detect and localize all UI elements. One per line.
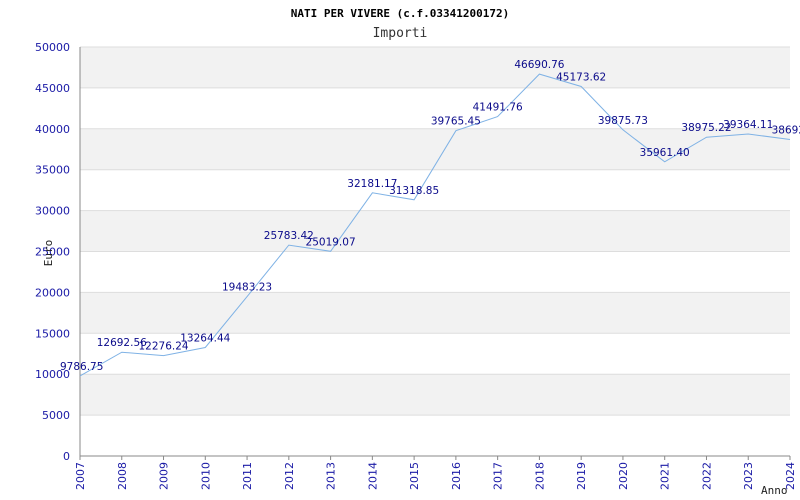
x-tick-label: 2016 <box>450 462 463 490</box>
y-tick-label: 45000 <box>35 82 70 95</box>
y-tick-labels: 0 5000 10000 15000 20000 25000 30000 35000 40000… <box>35 41 70 463</box>
y-tick-label: 35000 <box>35 164 70 177</box>
data-label: 12276.24 <box>138 341 188 353</box>
x-tick-label: 2009 <box>158 462 171 490</box>
x-tick-label: 2007 <box>74 462 87 490</box>
data-label: 13264.44 <box>180 332 230 344</box>
grid-lines <box>80 46 790 457</box>
grid-band <box>80 128 790 170</box>
y-tick-label: 25000 <box>35 246 70 259</box>
y-tick-label: 15000 <box>35 327 70 340</box>
x-tick-label: 2013 <box>325 462 338 490</box>
y-tick-label: 40000 <box>35 123 70 136</box>
y-tick-label: 20000 <box>35 286 70 299</box>
x-tick-label: 2014 <box>366 462 379 490</box>
y-tick-label: 50000 <box>35 41 70 54</box>
grid-band <box>80 292 790 334</box>
grid-band <box>80 374 790 416</box>
data-label: 46690.76 <box>514 59 564 71</box>
data-label: 19483.23 <box>222 282 272 294</box>
chart-subtitle: Importi <box>373 26 428 41</box>
data-label: 39875.73 <box>598 115 648 127</box>
x-tick-label: 2011 <box>241 462 254 490</box>
x-tick-label: 2022 <box>700 462 713 490</box>
x-tick-label: 2023 <box>742 462 755 490</box>
chart-title: NATI PER VIVERE (c.f.03341200172) <box>291 7 510 20</box>
data-label: 31318.85 <box>389 185 439 197</box>
x-tick-labels: 2007 2008 2009 2010 2011 2012 2013 2014 2015 2016… <box>74 456 797 490</box>
x-tick-label: 2015 <box>408 462 421 490</box>
x-tick-label: 2017 <box>492 462 505 490</box>
data-label: 32181.17 <box>347 178 397 190</box>
y-axis-label: Euro <box>42 240 55 267</box>
grid-band <box>80 210 790 252</box>
data-label: 38692. <box>772 124 800 136</box>
x-tick-label: 2019 <box>575 462 588 490</box>
data-label: 25783.42 <box>264 230 314 242</box>
x-tick-label: 2024 <box>784 462 797 490</box>
x-tick-label: 2012 <box>283 462 296 490</box>
x-tick-label: 2008 <box>116 462 129 490</box>
y-tick-label: 30000 <box>35 205 70 218</box>
data-label: 25019.07 <box>306 236 356 248</box>
x-tick-label: 2010 <box>199 462 212 490</box>
x-axis-label: Anno <box>761 484 788 497</box>
y-tick-label: 10000 <box>35 368 70 381</box>
x-tick-label: 2021 <box>659 462 672 490</box>
data-label: 45173.62 <box>556 71 606 83</box>
series-line <box>79 73 791 377</box>
x-tick-label: 2018 <box>533 462 546 490</box>
data-label: 9786.75 <box>60 361 103 373</box>
data-label: 39364.11 <box>723 119 773 131</box>
data-label: 39765.45 <box>431 116 481 128</box>
y-tick-label: 5000 <box>42 409 70 422</box>
x-tick-label: 2020 <box>617 462 630 490</box>
data-label: 12692.56 <box>97 337 147 349</box>
y-tick-label: 0 <box>63 450 70 463</box>
data-label: 38975.22 <box>681 122 731 134</box>
data-label: 41491.76 <box>473 102 523 114</box>
grid-bands <box>80 47 790 416</box>
data-label: 35961.40 <box>640 147 690 159</box>
grid-band <box>80 47 790 88</box>
